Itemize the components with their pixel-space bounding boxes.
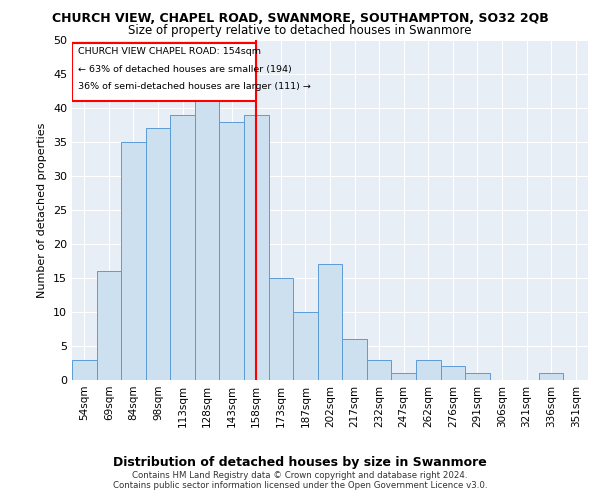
Bar [170,115,195,380]
Bar [146,128,170,380]
Y-axis label: Number of detached properties: Number of detached properties [37,122,47,298]
Bar [269,278,293,380]
Bar [440,366,465,380]
Bar [97,271,121,380]
Text: 36% of semi-detached houses are larger (111) →: 36% of semi-detached houses are larger (… [78,82,311,91]
Text: CHURCH VIEW, CHAPEL ROAD, SWANMORE, SOUTHAMPTON, SO32 2QB: CHURCH VIEW, CHAPEL ROAD, SWANMORE, SOUT… [52,12,548,26]
Bar [244,115,269,380]
Text: Contains public sector information licensed under the Open Government Licence v3: Contains public sector information licen… [113,480,487,490]
Bar [72,360,97,380]
Bar [342,339,367,380]
Bar [121,142,146,380]
Bar [416,360,440,380]
Bar [391,373,416,380]
Bar [293,312,318,380]
Bar [318,264,342,380]
Text: Size of property relative to detached houses in Swanmore: Size of property relative to detached ho… [128,24,472,37]
Bar [539,373,563,380]
Bar [195,101,220,380]
Bar [465,373,490,380]
Text: Contains HM Land Registry data © Crown copyright and database right 2024.: Contains HM Land Registry data © Crown c… [132,472,468,480]
Bar [72,44,256,101]
Text: Distribution of detached houses by size in Swanmore: Distribution of detached houses by size … [113,456,487,469]
Text: ← 63% of detached houses are smaller (194): ← 63% of detached houses are smaller (19… [78,65,292,74]
Text: CHURCH VIEW CHAPEL ROAD: 154sqm: CHURCH VIEW CHAPEL ROAD: 154sqm [78,48,261,56]
Bar [367,360,391,380]
Bar [220,122,244,380]
